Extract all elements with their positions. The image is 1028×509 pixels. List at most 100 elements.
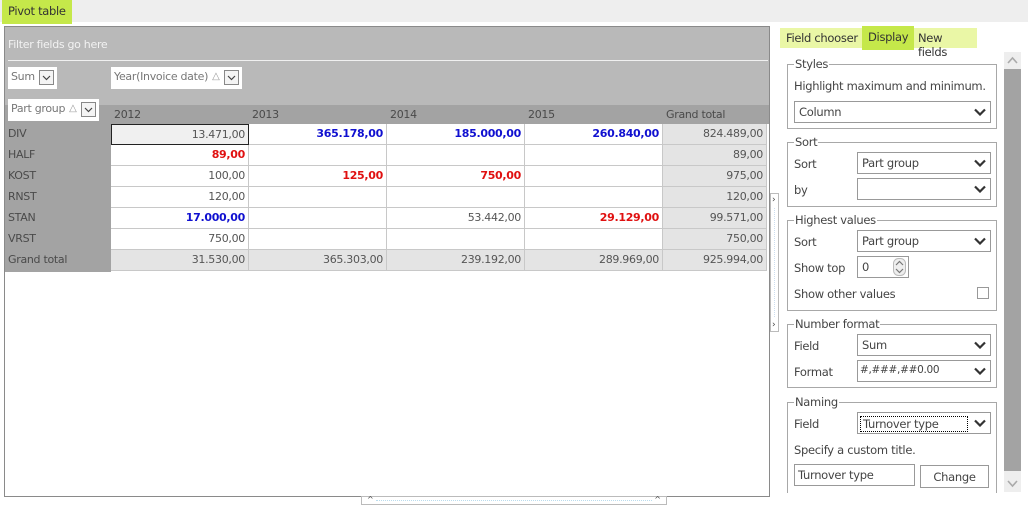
chevron-down-icon[interactable]: [1007, 480, 1018, 488]
chevron-down-icon: [974, 367, 986, 375]
table-cell[interactable]: 365.178,00: [249, 124, 387, 145]
highest-sort-label: Sort: [794, 235, 817, 249]
table-cell-grand-total[interactable]: 925.994,00: [663, 250, 767, 271]
vertical-splitter[interactable]: › ›: [770, 193, 779, 332]
table-cell-total[interactable]: 31.530,00: [111, 250, 249, 271]
tab-display[interactable]: Display: [862, 26, 915, 50]
table-cell[interactable]: 260.840,00: [525, 124, 663, 145]
table-cell[interactable]: 750,00: [387, 166, 525, 187]
sort-value: Part group: [862, 156, 919, 170]
table-cell[interactable]: [525, 166, 663, 187]
panel-scrollbar[interactable]: [1004, 52, 1021, 492]
highlight-mode-select[interactable]: Column: [794, 101, 991, 123]
scrollbar-thumb[interactable]: [1004, 69, 1021, 471]
table-cell[interactable]: [249, 145, 387, 166]
table-cell[interactable]: [249, 187, 387, 208]
data-field-label: Sum: [11, 70, 35, 83]
row-header[interactable]: HALF: [8, 148, 36, 161]
highest-sort-select[interactable]: Part group: [857, 230, 991, 252]
sort-by-select[interactable]: [857, 178, 991, 200]
tab-pivot-table[interactable]: Pivot table: [2, 0, 72, 24]
filter-drop-zone[interactable]: Filter fields go here Sum Year(Invoice d…: [5, 27, 769, 121]
show-top-value: 0: [862, 260, 870, 274]
naming-field-select[interactable]: Turnover type: [857, 412, 991, 434]
row-header[interactable]: DIV: [8, 127, 27, 140]
chevron-up-icon[interactable]: ^: [367, 495, 374, 504]
column-header[interactable]: 2012: [114, 108, 141, 121]
table-cell[interactable]: [249, 229, 387, 250]
change-button[interactable]: Change: [920, 465, 989, 488]
table-cell[interactable]: 100,00: [111, 166, 249, 187]
show-top-stepper[interactable]: 0: [857, 256, 909, 278]
row-header[interactable]: STAN: [8, 211, 36, 224]
sort-triangle-icon[interactable]: △: [69, 103, 77, 114]
data-field-chip[interactable]: Sum: [8, 67, 57, 89]
format-label: Format: [794, 365, 833, 379]
column-header[interactable]: 2013: [252, 108, 279, 121]
table-cell-total[interactable]: 89,00: [663, 145, 767, 166]
sort-triangle-icon[interactable]: △: [212, 71, 220, 82]
custom-title-input[interactable]: Turnover type: [794, 464, 915, 486]
naming-legend: Naming: [795, 395, 838, 409]
chevron-right-icon[interactable]: ›: [772, 195, 776, 205]
table-cell-total[interactable]: 120,00: [663, 187, 767, 208]
table-cell-total[interactable]: 289.969,00: [525, 250, 663, 271]
tab-field-chooser[interactable]: Field chooser: [786, 31, 858, 45]
table-cell[interactable]: 750,00: [111, 229, 249, 250]
table-cell-total[interactable]: 239.192,00: [387, 250, 525, 271]
sort-select[interactable]: Part group: [857, 152, 991, 174]
table-cell[interactable]: [249, 208, 387, 229]
highest-values-legend: Highest values: [795, 213, 876, 227]
table-cell[interactable]: 13.471,00: [111, 124, 249, 145]
row-field-chip[interactable]: Part group △: [8, 99, 99, 121]
column-header[interactable]: 2015: [528, 108, 555, 121]
table-cell[interactable]: 29.129,00: [525, 208, 663, 229]
styles-legend: Styles: [795, 57, 829, 71]
table-cell[interactable]: 17.000,00: [111, 208, 249, 229]
splitter-grip: [376, 500, 652, 501]
number-field-select[interactable]: Sum: [857, 334, 991, 356]
number-field-value: Sum: [862, 338, 887, 352]
table-cell[interactable]: 89,00: [111, 145, 249, 166]
table-cell[interactable]: [387, 145, 525, 166]
column-field-chip[interactable]: Year(Invoice date) △: [111, 67, 242, 89]
column-header-grand-total[interactable]: Grand total: [666, 108, 726, 121]
divider: [8, 60, 768, 61]
pivot-table: Filter fields go here Sum Year(Invoice d…: [4, 26, 770, 497]
chevron-down-icon[interactable]: [80, 102, 96, 117]
row-header[interactable]: KOST: [8, 169, 36, 182]
chevron-down-icon[interactable]: [223, 70, 239, 85]
table-cell-total[interactable]: 750,00: [663, 229, 767, 250]
spinner-arrows-icon[interactable]: [893, 258, 906, 276]
horizontal-splitter[interactable]: ^ ^: [361, 495, 667, 505]
chevron-up-icon[interactable]: ^: [654, 495, 661, 504]
table-cell[interactable]: 53.442,00: [387, 208, 525, 229]
table-cell-total[interactable]: 99.571,00: [663, 208, 767, 229]
row-field-label: Part group: [11, 102, 66, 115]
panel-tabs: Field chooser Display New fields: [780, 26, 977, 59]
table-cell[interactable]: [525, 145, 663, 166]
table-cell[interactable]: [387, 187, 525, 208]
chevron-right-icon[interactable]: ›: [772, 320, 776, 330]
table-cell-total[interactable]: 975,00: [663, 166, 767, 187]
splitter-grip: [774, 208, 775, 317]
row-header[interactable]: VRST: [8, 232, 36, 245]
table-cell[interactable]: 120,00: [111, 187, 249, 208]
table-cell[interactable]: [387, 229, 525, 250]
table-cell-total[interactable]: 824.489,00: [663, 124, 767, 145]
row-header[interactable]: RNST: [8, 190, 37, 203]
top-bar: Pivot table: [0, 0, 1028, 24]
table-cell-total[interactable]: 365.303,00: [249, 250, 387, 271]
table-cell[interactable]: 185.000,00: [387, 124, 525, 145]
column-header[interactable]: 2014: [390, 108, 417, 121]
chevron-up-icon[interactable]: [1007, 56, 1018, 64]
table-cell[interactable]: [525, 187, 663, 208]
tab-new-fields[interactable]: New fields: [918, 31, 948, 59]
number-format-legend: Number format: [795, 317, 880, 331]
format-select[interactable]: #,###,##0.00: [857, 360, 991, 382]
row-header-grand-total[interactable]: Grand total: [8, 253, 68, 266]
table-cell[interactable]: [525, 229, 663, 250]
table-cell[interactable]: 125,00: [249, 166, 387, 187]
show-other-values-checkbox[interactable]: [977, 287, 989, 299]
chevron-down-icon[interactable]: [38, 70, 54, 85]
